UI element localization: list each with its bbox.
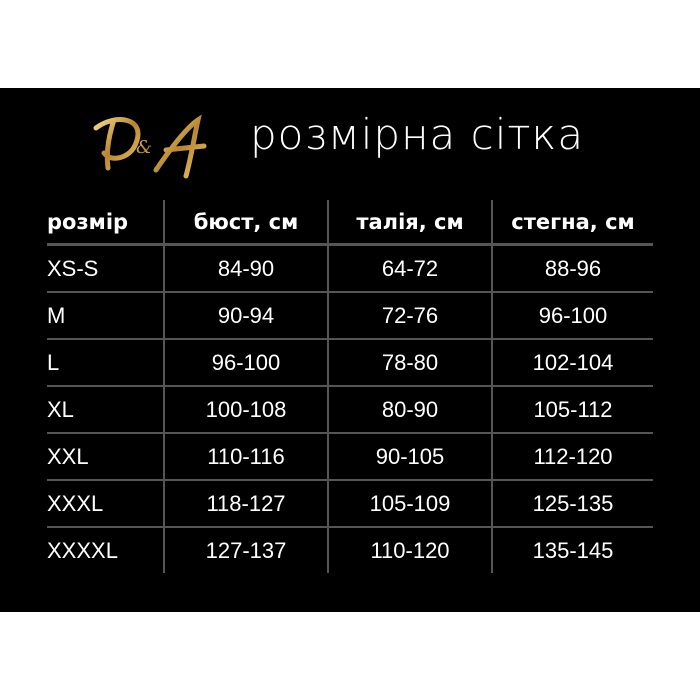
cell-bust: 84-90 [163, 244, 328, 293]
cell-size: XS-S [47, 244, 164, 293]
header-bust: бюст, см [163, 200, 328, 246]
cell-size: XL [47, 386, 164, 434]
cell-bust: 90-94 [163, 292, 328, 340]
table-row: XXL 110-116 90-105 112-120 [47, 433, 653, 481]
table-row: M 90-94 72-76 96-100 [47, 292, 653, 340]
cell-waist: 105-109 [327, 480, 492, 528]
size-chart-panel: & розмірна сітка розмір бюст, см талія, … [0, 88, 700, 612]
cell-hips: 88-96 [491, 244, 653, 293]
table-header-row: розмір бюст, см талія, см стегна, см [47, 200, 653, 246]
cell-waist: 64-72 [327, 244, 492, 293]
brand-logo: & [93, 114, 207, 179]
header-waist: талія, см [327, 200, 492, 246]
header-hips: стегна, см [491, 200, 653, 246]
cell-hips: 105-112 [491, 386, 653, 434]
cell-waist: 78-80 [327, 339, 492, 387]
cell-size: XXXXL [47, 537, 118, 563]
size-table: розмір бюст, см талія, см стегна, см XS-… [47, 200, 653, 573]
cell-bust: 118-127 [163, 480, 328, 528]
cell-waist: 90-105 [327, 433, 492, 481]
cell-hips: 96-100 [491, 292, 653, 340]
cell-bust: 127-137 [163, 527, 328, 573]
cell-bust: 96-100 [163, 339, 328, 387]
cell-bust: 110-116 [163, 433, 328, 481]
cell-hips: 125-135 [491, 480, 653, 528]
svg-text:&: & [136, 137, 152, 158]
cell-waist: 72-76 [327, 292, 492, 340]
page-title: розмірна сітка [250, 110, 585, 159]
cell-hips: 112-120 [491, 433, 653, 481]
cell-bust: 100-108 [163, 386, 328, 434]
header-size: розмір [47, 200, 164, 246]
table-row: XL 100-108 80-90 105-112 [47, 386, 653, 434]
cell-hips: 102-104 [491, 339, 653, 387]
cell-size: M [47, 292, 164, 340]
cell-size: L [47, 339, 164, 387]
cell-size: XXXL [47, 480, 164, 528]
table-row: XXXXL 127-137 110-120 135-145 [47, 527, 653, 573]
cell-waist: 80-90 [327, 386, 492, 434]
cell-waist: 110-120 [327, 527, 492, 573]
cell-size: XXL [47, 433, 164, 481]
cell-hips: 135-145 [491, 527, 653, 573]
table-row: XXXL 118-127 105-109 125-135 [47, 480, 653, 528]
table-row: L 96-100 78-80 102-104 [47, 339, 653, 387]
table-row: XS-S 84-90 64-72 88-96 [47, 244, 653, 293]
